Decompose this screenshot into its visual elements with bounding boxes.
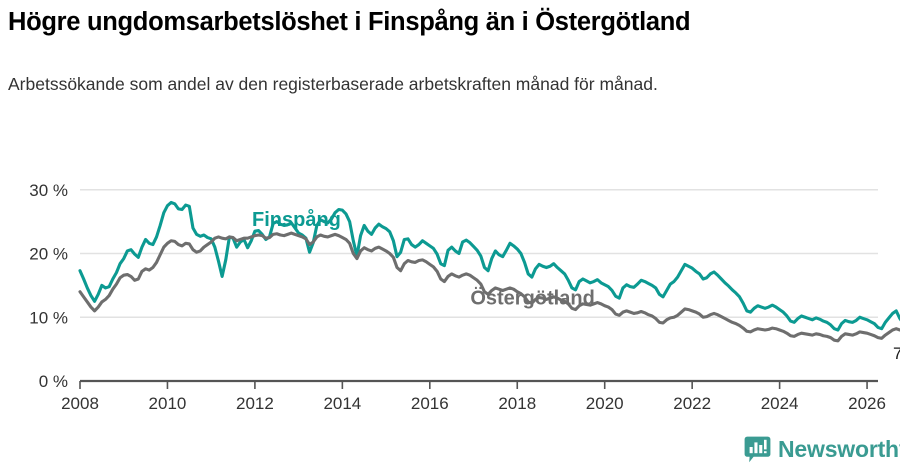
x-axis-label-2018: 2018	[498, 394, 536, 413]
series-line-finspng	[78, 200, 900, 332]
page-subtitle: Arbetssökande som andel av den registerb…	[8, 74, 658, 94]
logo-wordmark: Newsworthy	[778, 436, 900, 462]
series-label-stergtland: Östergötland	[470, 287, 594, 310]
x-axis-label-2026: 2026	[848, 394, 886, 413]
x-axis-label-2012: 2012	[236, 394, 274, 413]
page-title: Högre ungdomsarbetslöshet i Finspång än …	[8, 8, 691, 36]
x-axis-label-2014: 2014	[323, 394, 361, 413]
y-axis-label-30: 30 %	[29, 181, 68, 200]
x-axis-label-2008: 2008	[61, 394, 99, 413]
series-label-finspng: Finspång	[252, 208, 341, 231]
x-axis-label-2022: 2022	[673, 394, 711, 413]
line-chart: 0 % 10 % 20 % 30 % 2008 2010 2012 2014 2016 2018 2…	[29, 181, 900, 413]
newsworthy-logo[interactable]: Newsworthy	[744, 436, 900, 463]
bar-chart-bubble-icon	[744, 436, 771, 463]
series-line-stergtland	[78, 231, 900, 343]
endpoint-value-stergtland: 7,7 %	[893, 344, 900, 363]
y-axis-label-0: 0 %	[39, 372, 68, 391]
y-axis-label-20: 20 %	[29, 245, 68, 264]
y-axis-label-10: 10 %	[29, 308, 68, 327]
x-axis-label-2016: 2016	[411, 394, 449, 413]
x-axis-label-2020: 2020	[586, 394, 624, 413]
chart-container: 0 % 10 % 20 % 30 % 2008 2010 2012 2014 2016 2018 2…	[0, 150, 900, 420]
x-axis-label-2010: 2010	[149, 394, 187, 413]
x-axis-label-2024: 2024	[761, 394, 799, 413]
